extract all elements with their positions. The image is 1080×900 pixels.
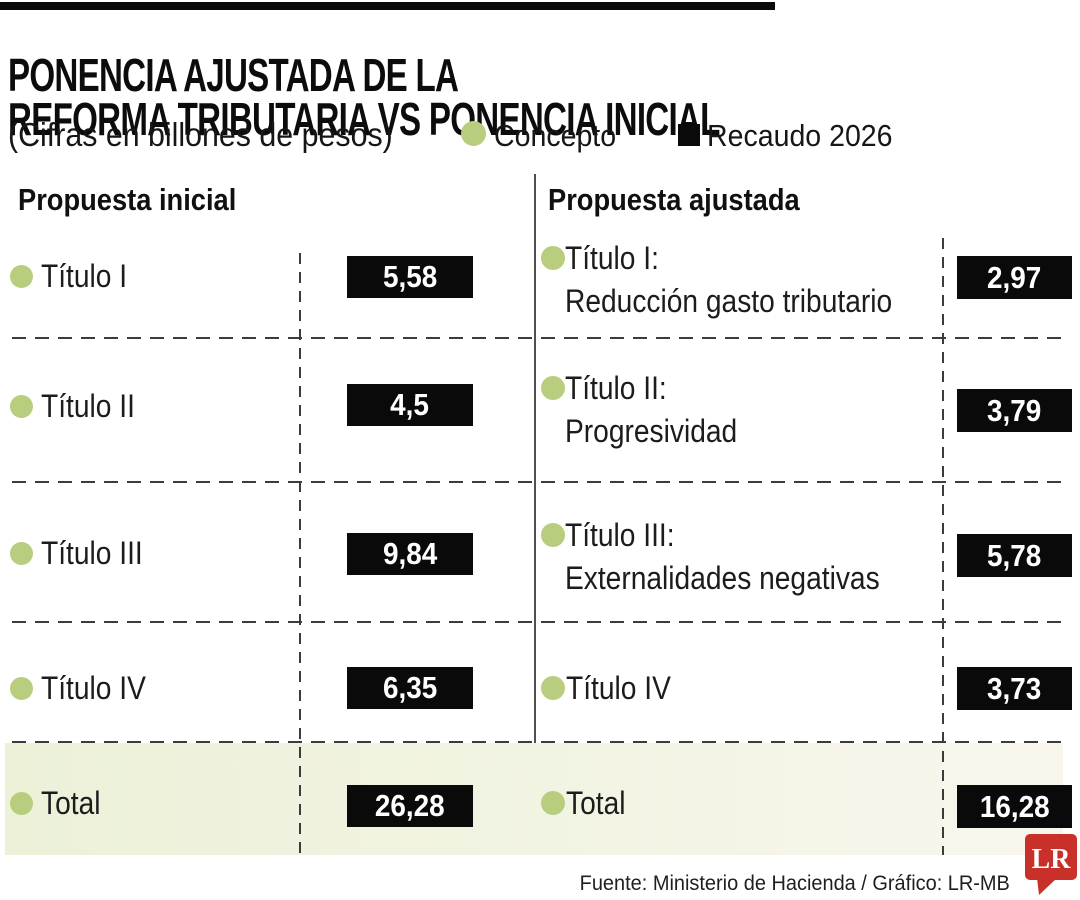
row-sublabel: Externalidades negativas: [565, 560, 880, 596]
row-adjusted-titulo-4: Título IV: [541, 665, 685, 711]
value-box-initial-3: 9,84: [347, 533, 473, 575]
page-title-line-1: PONENCIA AJUSTADA DE LA: [8, 48, 459, 101]
total-label: Total: [566, 784, 626, 821]
value-box-adjusted-2: 3,79: [957, 389, 1072, 432]
value-box-adjusted-3: 5,78: [957, 534, 1072, 577]
legend-recaudo-label: Recaudo 2026: [707, 118, 893, 153]
subtitle-units: (Cifras en billones de pesos): [8, 116, 393, 153]
concept-dot-icon: [541, 246, 565, 270]
row-label: Título IV: [566, 669, 671, 706]
concept-dot-icon: [541, 791, 565, 815]
row-initial-titulo-4: Título IV: [10, 665, 160, 711]
row-separator-total: [12, 741, 1066, 743]
value-box-initial-2: 4,5: [347, 384, 473, 426]
concept-dot-icon: [10, 541, 33, 565]
total-row-highlight: [5, 743, 1063, 855]
row-separator-1: [12, 337, 1066, 339]
value-box-adjusted-4: 3,73: [957, 667, 1072, 710]
value-box-adjusted-1: 2,97: [957, 256, 1072, 299]
row-adjusted-titulo-2: Título II: Progresividad: [541, 367, 761, 453]
concept-dot-icon: [541, 523, 565, 547]
page-title: PONENCIA AJUSTADA DE LA REFORMA TRIBUTAR…: [8, 48, 996, 145]
row-label: Título I:: [565, 240, 659, 276]
legend-concepto-dot-icon: [461, 121, 486, 146]
row-label: Título II:: [565, 370, 667, 406]
row-separator-3: [12, 621, 1066, 623]
lr-logo: LR: [1025, 834, 1077, 895]
total-label: Total: [41, 784, 101, 821]
concept-dot-icon: [10, 791, 33, 815]
value-guide-line-initial: [299, 253, 301, 855]
value-box-initial-4: 6,35: [347, 667, 473, 709]
column-header-initial: Propuesta inicial: [18, 182, 237, 217]
legend-concepto-label: Concepto: [494, 118, 617, 153]
row-label: Título IV: [41, 669, 146, 706]
concept-dot-icon: [10, 264, 33, 288]
concept-dot-icon: [541, 376, 565, 400]
page-title-line-2: REFORMA TRIBUTARIA VS PONENCIA INICIAL: [8, 92, 720, 145]
concept-dot-icon: [10, 394, 33, 418]
row-initial-titulo-1: Título I: [10, 253, 139, 299]
row-label: Título III:: [565, 517, 675, 553]
column-header-adjusted: Propuesta ajustada: [548, 182, 800, 217]
lr-logo-text: LR: [1032, 844, 1072, 875]
value-guide-line-adjusted: [942, 238, 944, 855]
row-label: Título III: [41, 534, 143, 571]
lr-logo-bubble: [1025, 834, 1077, 880]
source-credit: Fuente: Ministerio de Hacienda / Gráfico…: [579, 872, 1010, 895]
value-box-initial-total: 26,28: [347, 785, 473, 827]
row-sublabel: Reducción gasto tributario: [565, 283, 893, 319]
row-sublabel: Progresividad: [565, 413, 738, 449]
row-label: Título I: [41, 257, 128, 294]
concept-dot-icon: [541, 676, 565, 700]
row-initial-total: Total: [10, 780, 109, 826]
row-adjusted-titulo-3: Título III: Externalidades negativas: [541, 514, 923, 600]
lr-logo-tail: [1037, 878, 1057, 895]
row-initial-titulo-3: Título III: [10, 530, 157, 576]
column-divider: [534, 174, 536, 855]
legend-recaudo-square-icon: [678, 124, 700, 146]
row-initial-titulo-2: Título II: [10, 383, 148, 429]
row-label: Título II: [41, 387, 135, 424]
value-box-adjusted-total: 16,28: [957, 785, 1072, 828]
value-box-initial-1: 5,58: [347, 256, 473, 298]
row-separator-2: [12, 481, 1066, 483]
row-adjusted-titulo-1: Título I: Reducción gasto tributario: [541, 237, 937, 323]
concept-dot-icon: [10, 676, 33, 700]
top-accent-bar: [0, 2, 775, 10]
row-adjusted-total: Total: [541, 780, 634, 826]
